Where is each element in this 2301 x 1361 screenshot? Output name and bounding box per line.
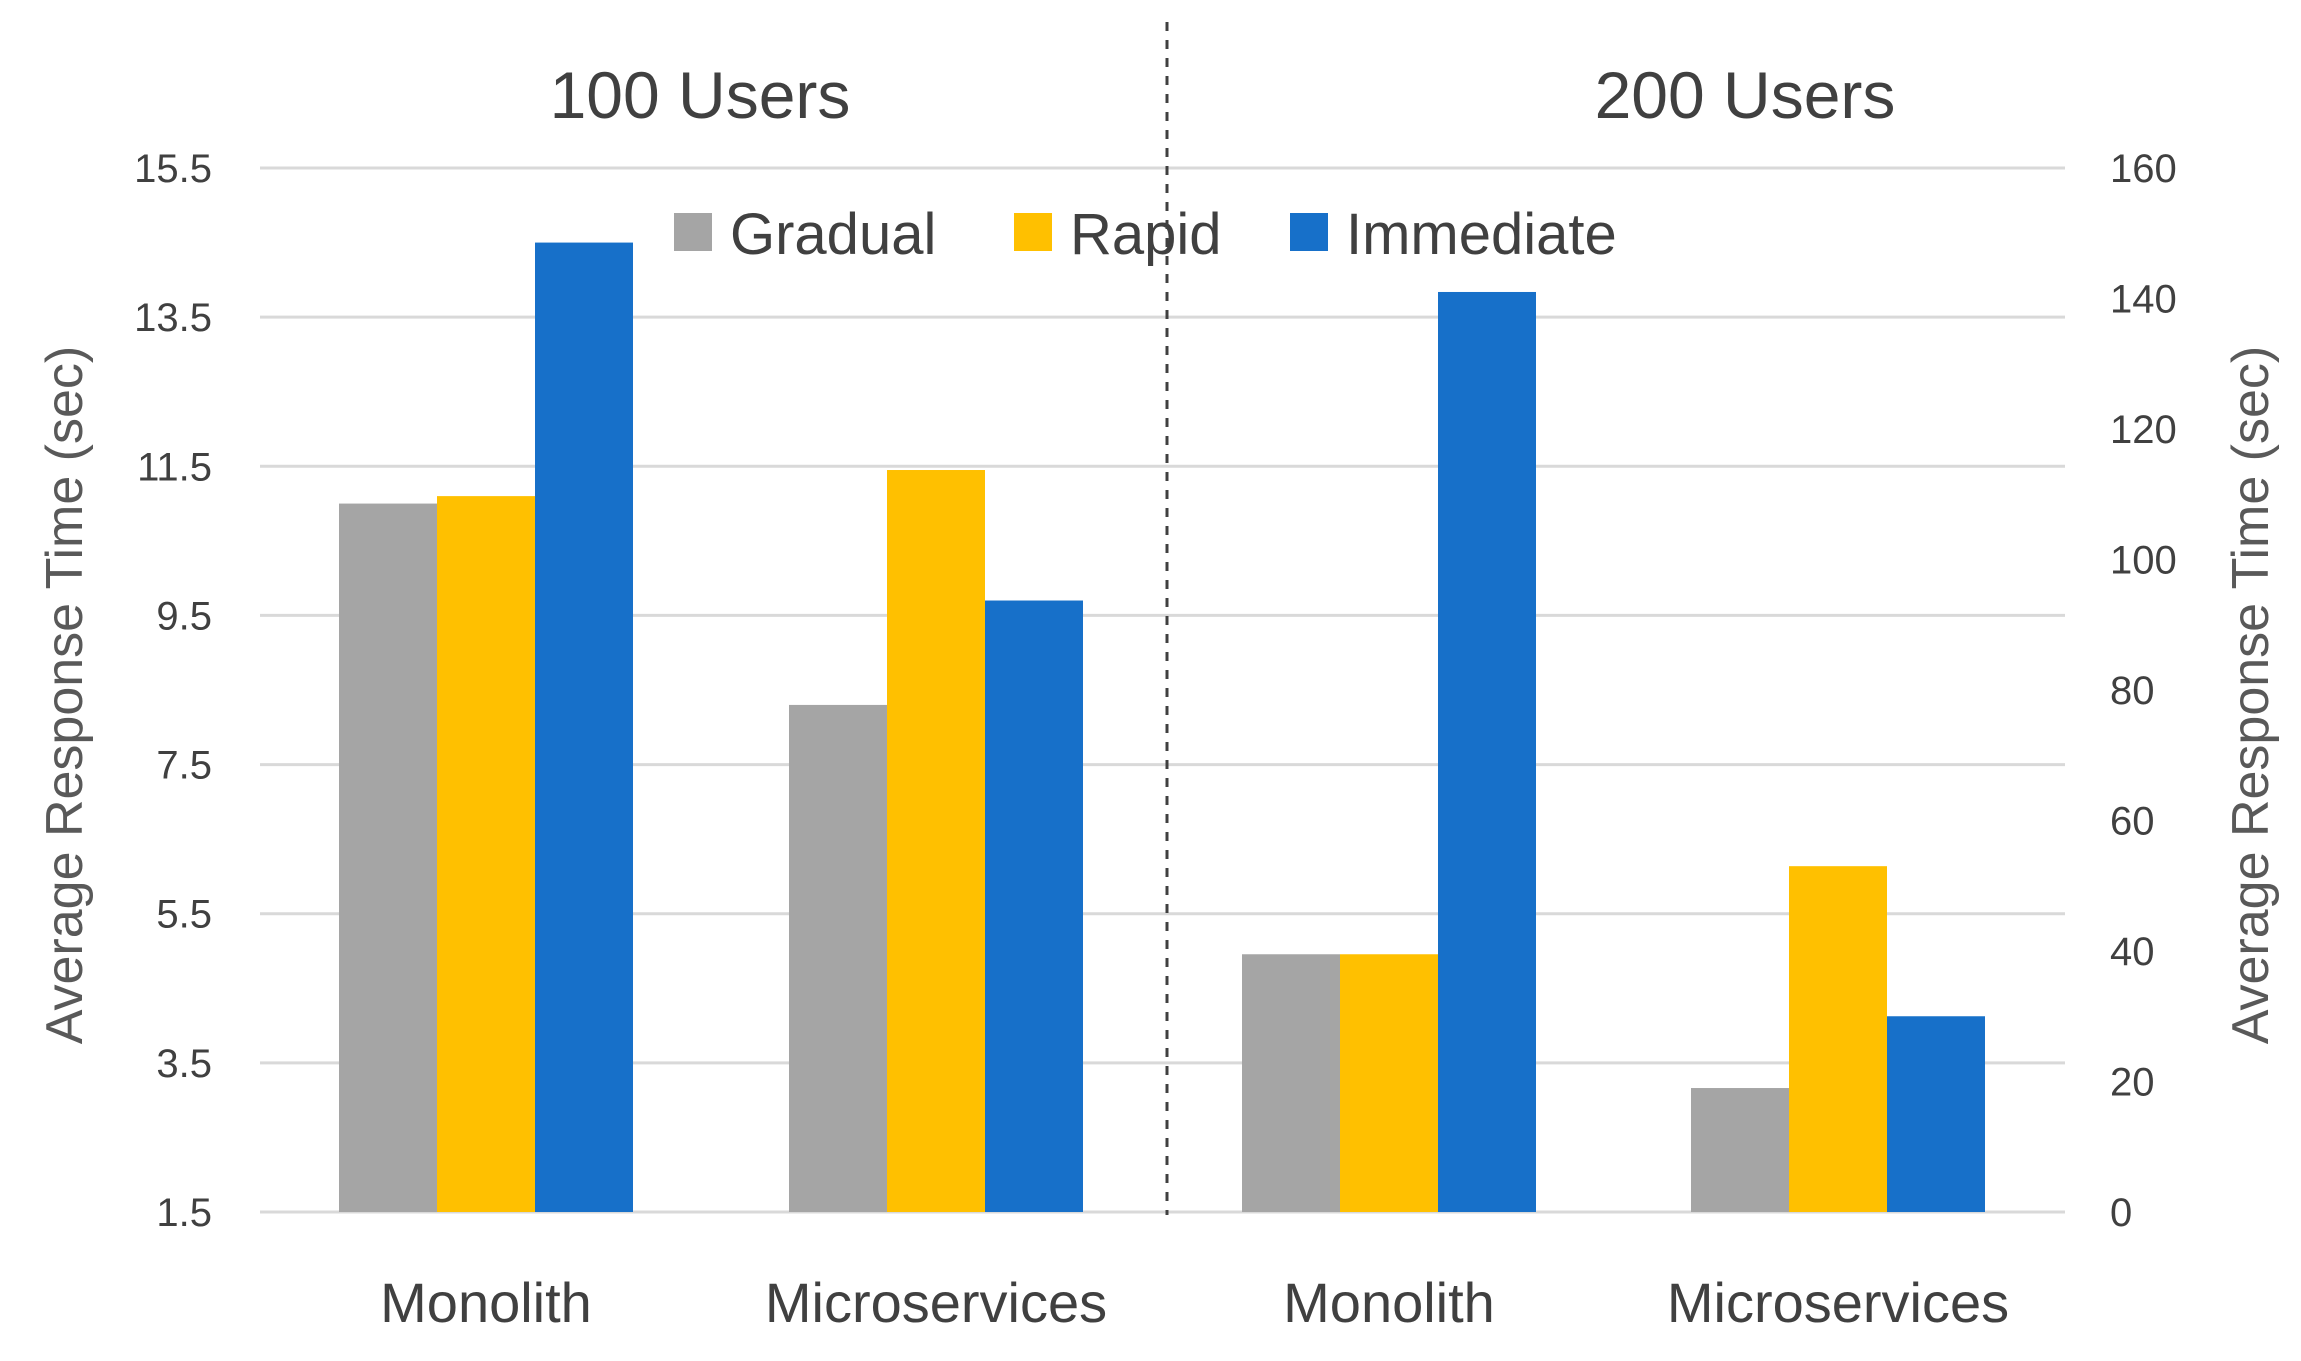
right-tick-label: 160 [2110, 147, 2177, 191]
bar-rapid-microservices-1 [887, 470, 985, 1212]
bar-immediate-monolith-2 [1438, 291, 1536, 1213]
legend-swatch-immediate [1290, 213, 1328, 251]
group-titles: 100 Users 200 Users [550, 58, 1896, 132]
right-tick-label: 80 [2110, 669, 2155, 713]
right-tick-label: 40 [2110, 930, 2155, 974]
right-tick-label: 60 [2110, 800, 2155, 844]
right-tick-label: 120 [2110, 408, 2177, 452]
right-tick-label: 20 [2110, 1061, 2155, 1105]
group-title: 200 Users [1595, 58, 1896, 132]
legend-label-gradual: Gradual [730, 202, 936, 267]
right-axis-title: Average Response Time (sec) [2222, 346, 2280, 1044]
bar-immediate-monolith-1 [535, 242, 633, 1213]
left-tick-label: 5.5 [156, 893, 212, 937]
bar-immediate-microservices-2 [1887, 1016, 1985, 1212]
left-tick-label: 11.5 [137, 445, 212, 489]
legend-label-immediate: Immediate [1346, 202, 1617, 267]
left-tick-label: 13.5 [134, 296, 212, 340]
legend-swatch-rapid [1014, 213, 1052, 251]
left-tick-label: 7.5 [156, 744, 212, 788]
right-tick-label: 140 [2110, 278, 2177, 322]
bar-gradual-monolith-1 [339, 503, 437, 1213]
category-label: Monolith [1283, 1271, 1495, 1334]
category-labels: Monolith Microservices Monolith Microservic… [380, 1271, 2009, 1334]
bar-gradual-microservices-1 [789, 704, 887, 1212]
left-tick-label: 1.5 [156, 1191, 212, 1235]
bar-gradual-monolith-2 [1242, 954, 1340, 1212]
bar-rapid-monolith-1 [437, 496, 535, 1213]
category-label: Monolith [380, 1271, 592, 1334]
bar-immediate-microservices-1 [985, 600, 1083, 1212]
legend: Gradual Rapid Immediate [674, 202, 1617, 267]
left-axis-title: Average Response Time (sec) [36, 346, 94, 1044]
left-axis-ticks: 1.5 3.5 5.5 7.5 9.5 11.5 13.5 15.5 [134, 147, 212, 1235]
legend-swatch-gradual [674, 213, 712, 251]
left-tick-label: 3.5 [156, 1042, 212, 1086]
bar-gradual-microservices-2 [1691, 1088, 1789, 1212]
legend-label-rapid: Rapid [1070, 202, 1222, 267]
group-title: 100 Users [550, 58, 851, 132]
left-tick-label: 15.5 [134, 147, 212, 191]
category-label: Microservices [765, 1271, 1107, 1334]
right-tick-label: 100 [2110, 539, 2177, 583]
right-axis-ticks: 0 20 40 60 80 100 120 140 160 [2110, 147, 2177, 1235]
left-tick-label: 9.5 [156, 594, 212, 638]
bars [339, 242, 1985, 1213]
category-label: Microservices [1667, 1271, 2009, 1334]
bar-rapid-monolith-2 [1340, 954, 1438, 1212]
bar-rapid-microservices-2 [1789, 866, 1887, 1212]
right-tick-label: 0 [2110, 1191, 2132, 1235]
